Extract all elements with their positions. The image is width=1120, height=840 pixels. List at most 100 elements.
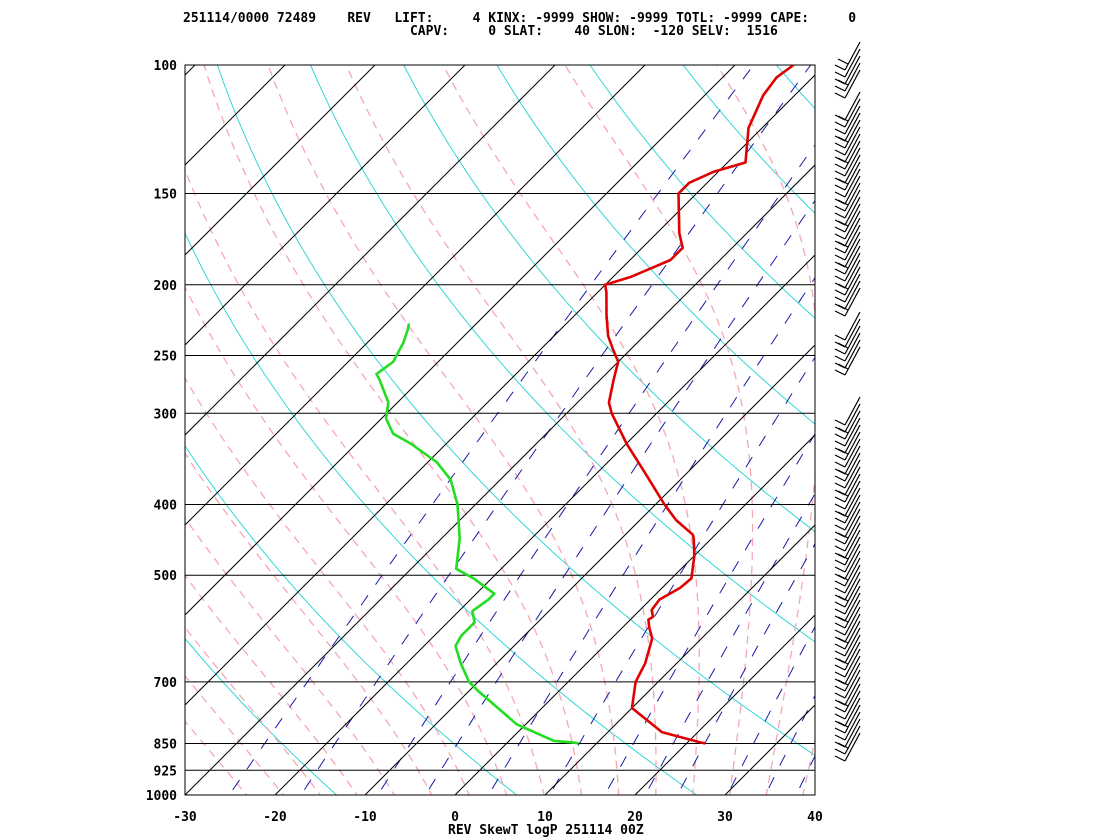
wind-barb (844, 189, 861, 219)
isotherm (274, 254, 815, 795)
wind-barb-flag (837, 342, 849, 349)
moist-adiabat (185, 452, 433, 795)
wind-barb (844, 669, 861, 699)
pressure-tick-label: 400 (154, 499, 178, 514)
temperature-profile (603, 65, 795, 745)
wind-barb (844, 501, 861, 531)
wind-barb (844, 725, 861, 755)
wind-barb-flag (837, 363, 849, 370)
wind-barb-flag (834, 503, 846, 510)
wind-barb-flag (834, 475, 846, 482)
pressure-tick-label: 300 (154, 407, 178, 422)
isotherm (185, 164, 815, 795)
pressure-tick-label: 850 (154, 737, 178, 752)
wind-barb-flag (834, 587, 846, 594)
header-line-2: CAPV: 0 SLAT: 40 SLON: -120 SELV: 1516 (183, 24, 778, 39)
pressure-tick-label: 250 (154, 349, 178, 364)
wind-barb (844, 182, 861, 212)
wind-barb (844, 287, 861, 317)
dry-adiabat (403, 65, 815, 533)
wind-barb (844, 41, 861, 71)
moist-adiabat (185, 517, 396, 795)
pressure-tick-labels: 100 150 200 250 300 400 500 700 850 925 1000 (146, 59, 177, 804)
wind-barb-flag (834, 650, 846, 657)
wind-barb-flag (834, 348, 846, 355)
moist-adiabat (185, 574, 358, 795)
wind-barb-flag (834, 170, 846, 177)
isotherm (185, 65, 466, 346)
wind-barb (844, 91, 861, 121)
wind-barb (844, 210, 861, 240)
mixing-ratio-line (604, 433, 815, 795)
pressure-tick-label: 1000 (146, 789, 177, 804)
isotherm (0, 32, 48, 811)
wind-barb (844, 557, 861, 587)
mixing-ratio-line (549, 356, 815, 795)
wind-barb-flag (837, 58, 849, 65)
isotherm (185, 65, 736, 616)
wind-barb (844, 487, 861, 517)
wind-barb (844, 606, 861, 636)
wind-barb-flag (834, 191, 846, 198)
wind-barb (844, 346, 861, 376)
isotherm (185, 65, 646, 526)
wind-barb (844, 203, 861, 233)
wind-barb-flag (837, 490, 849, 497)
wind-barb-flag (834, 334, 846, 341)
temperature-tick-label: 40 (807, 810, 823, 825)
wind-barb (844, 697, 861, 727)
wind-barb-flag (837, 199, 849, 206)
wind-barb-flag (837, 220, 849, 227)
wind-barb-flag (834, 92, 846, 99)
wind-barb-flag (834, 128, 846, 135)
dry-adiabat (185, 232, 698, 795)
wind-barb-flag (834, 454, 846, 461)
wind-barb-flag (834, 685, 846, 692)
mixing-ratio-line (424, 199, 815, 795)
dry-adiabats (185, 65, 815, 795)
dry-adiabat (216, 65, 815, 756)
wind-barb (844, 466, 861, 496)
wind-barb (844, 403, 861, 433)
wind-barb (844, 585, 861, 615)
wind-barb-flag (834, 212, 846, 219)
wind-barb (844, 238, 861, 268)
wind-barb (844, 62, 861, 92)
mixing-ratio-line (795, 754, 815, 795)
wind-barb (844, 69, 861, 99)
wind-barb (844, 599, 861, 629)
wind-barb-flag (834, 622, 846, 629)
moist-adiabat (345, 65, 657, 795)
temperature-tick-label: 30 (717, 810, 733, 825)
wind-barb (844, 529, 861, 559)
wind-barb-flag (834, 496, 846, 503)
moist-adiabat (185, 674, 285, 795)
wind-barb (844, 683, 861, 713)
wind-barb (844, 217, 861, 247)
wind-barb-flag (834, 734, 846, 741)
pressure-tick-label: 200 (154, 279, 178, 294)
wind-barb (844, 339, 861, 369)
wind-barb-flag (834, 163, 846, 170)
moist-adiabat (267, 65, 620, 795)
wind-barb (844, 55, 861, 85)
sounding-profiles (375, 65, 795, 745)
wind-barb-flag (834, 296, 846, 303)
wind-barb (844, 704, 861, 734)
pressure-tick-label: 100 (154, 59, 178, 74)
wind-barb (844, 252, 861, 282)
dry-adiabat (185, 637, 338, 795)
wind-barb (844, 445, 861, 475)
wind-barb-flag (837, 469, 849, 476)
wind-barb (844, 522, 861, 552)
wind-barb (844, 266, 861, 296)
wind-barb (844, 655, 861, 685)
pressure-tick-label: 500 (154, 569, 178, 584)
wind-barb-flag (834, 71, 846, 78)
moist-adiabat (185, 720, 248, 795)
isotherm (185, 65, 556, 436)
wind-barb-flag (834, 226, 846, 233)
wind-barb-flag (834, 355, 846, 362)
mixing-ratio-line (300, 65, 812, 795)
wind-barb-flag (837, 658, 849, 665)
